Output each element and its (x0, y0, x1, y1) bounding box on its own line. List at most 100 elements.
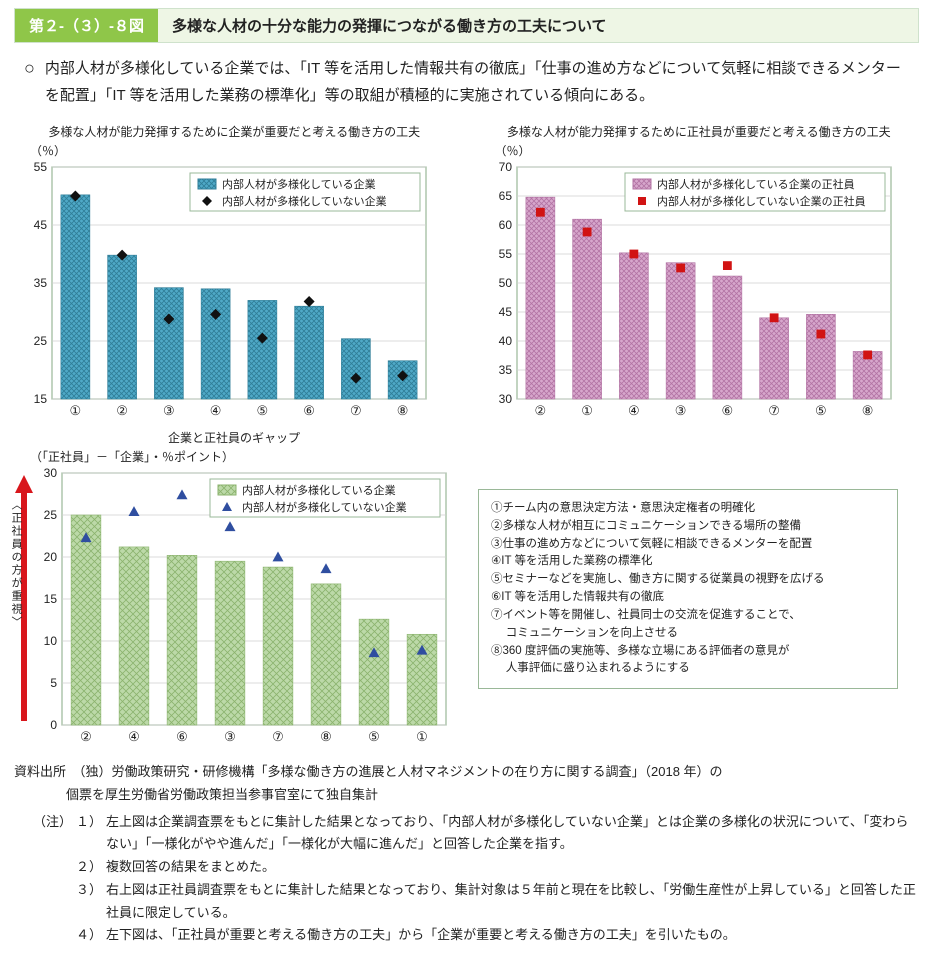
svg-text:25: 25 (34, 334, 48, 348)
svg-text:10: 10 (44, 634, 58, 648)
svg-text:55: 55 (34, 161, 48, 174)
svg-text:②: ② (80, 729, 92, 744)
item-key-6: ⑥IT 等を活用した情報共有の徹底 (491, 589, 885, 607)
note-label: （注） (14, 811, 76, 857)
note-text: 右上図は正社員調査票をもとに集計した結果となっており、集計対象は５年前と現在を比… (106, 879, 919, 925)
svg-text:②: ② (116, 403, 128, 418)
svg-text:⑤: ⑤ (368, 729, 380, 744)
svg-text:内部人材が多様化していない企業の正社員: 内部人材が多様化していない企業の正社員 (657, 194, 866, 208)
note-row: ４）左下図は、「正社員が重要と考える働き方の工夫」から「企業が重要と考える働き方… (14, 924, 919, 947)
svg-text:⑦: ⑦ (272, 729, 284, 744)
chart-gap-col: 企業と正社員のギャップ （「正社員」－「企業」・％ポイント） 〈正社員の方が重視… (14, 429, 454, 747)
chart-left-title: 多様な人材が能力発揮するために企業が重要だと考える働き方の工夫 (14, 123, 455, 140)
svg-text:30: 30 (44, 467, 58, 480)
svg-text:③: ③ (224, 729, 236, 744)
chart-gap-title: 企業と正社員のギャップ (14, 429, 454, 446)
svg-text:35: 35 (34, 276, 48, 290)
svg-text:内部人材が多様化している企業の正社員: 内部人材が多様化している企業の正社員 (657, 177, 855, 191)
item-key-7a: ⑦イベント等を開催し、社員同士の交流を促進することで、 (491, 607, 885, 625)
svg-text:30: 30 (498, 392, 512, 406)
svg-text:③: ③ (674, 403, 686, 418)
svg-text:40: 40 (498, 334, 512, 348)
svg-text:25: 25 (44, 508, 58, 522)
gap-arrow-label: 〈正社員の方が重視〉 (8, 499, 24, 629)
note-row: ３）右上図は正社員調査票をもとに集計した結果となっており、集計対象は５年前と現在… (14, 879, 919, 925)
chart-right: 30 35 40 45 50 55 60 65 70 ② ① ④ ③ ⑥ ⑦ ⑤ ⑧ 内部人材が多様化している企業… (479, 161, 899, 421)
note-number: ４） (76, 924, 106, 947)
note-text: 左下図は、「正社員が重要と考える働き方の工夫」から「企業が重要と考える働き方の工… (106, 924, 919, 947)
source-line-1: 資料出所 （独）労働政策研究・研修機構「多様な働き方の進展と人材マネジメントの在… (14, 761, 919, 784)
note-label (14, 879, 76, 925)
svg-text:5: 5 (50, 676, 57, 690)
chart-left-unit: （％） (30, 142, 455, 159)
svg-text:55: 55 (498, 247, 512, 261)
chart-gap-subtitle: （「正社員」－「企業」・％ポイント） (30, 448, 454, 465)
svg-text:60: 60 (498, 218, 512, 232)
svg-text:⑦: ⑦ (768, 403, 780, 418)
note-row: （注）１）左上図は企業調査票をもとに集計した結果となっており、「内部人材が多様化… (14, 811, 919, 857)
item-key-7b: コミュニケーションを向上させる (491, 625, 885, 643)
note-label (14, 856, 76, 879)
note-number: ３） (76, 879, 106, 925)
note-text: 複数回答の結果をまとめた。 (106, 856, 919, 879)
svg-text:⑤: ⑤ (815, 403, 827, 418)
chart-left-col: 多様な人材が能力発揮するために企業が重要だと考える働き方の工夫 （％） 15 25… (14, 123, 455, 421)
svg-text:15: 15 (44, 592, 58, 606)
note-number: ２） (76, 856, 106, 879)
chart-right-unit: （％） (495, 142, 920, 159)
figure-header: 第２-（３）-８図 多様な人材の十分な能力の発揮につながる働き方の工夫について (14, 8, 919, 43)
svg-text:③: ③ (163, 403, 175, 418)
chart-left: 15 25 35 45 55 ① ② ③ ④ ⑤ ⑥ ⑦ ⑧ 内部人材が多様化している企業内部人材が多様化… (14, 161, 434, 421)
note-label (14, 924, 76, 947)
svg-text:①: ① (416, 729, 428, 744)
item-key-box: ①チーム内の意思決定方法・意思決定権者の明確化 ②多様な人材が相互にコミュニケー… (478, 489, 898, 689)
svg-text:内部人材が多様化している企業: 内部人材が多様化している企業 (242, 483, 396, 497)
svg-text:15: 15 (34, 392, 48, 406)
chart-gap: 0 5 10 15 20 25 30 ② ④ ⑥ ③ ⑦ ⑧ ⑤ ① 内部人材が多様化している企業内部人材が多… (14, 467, 454, 747)
svg-text:①: ① (70, 403, 82, 418)
svg-text:45: 45 (34, 218, 48, 232)
svg-text:⑥: ⑥ (303, 403, 315, 418)
svg-text:⑤: ⑤ (257, 403, 269, 418)
note-text: 左上図は企業調査票をもとに集計した結果となっており、「内部人材が多様化していない… (106, 811, 919, 857)
svg-text:⑧: ⑧ (397, 403, 409, 418)
svg-text:⑦: ⑦ (350, 403, 362, 418)
svg-text:④: ④ (628, 403, 640, 418)
svg-text:⑧: ⑧ (320, 729, 332, 744)
svg-text:内部人材が多様化していない企業: 内部人材が多様化していない企業 (242, 500, 407, 514)
svg-text:50: 50 (498, 276, 512, 290)
item-key-2: ②多様な人材が相互にコミュニケーションできる場所の整備 (491, 518, 885, 536)
svg-text:内部人材が多様化している企業: 内部人材が多様化している企業 (222, 177, 376, 191)
svg-text:⑧: ⑧ (861, 403, 873, 418)
lead-paragraph: ○ 内部人材が多様化している企業では、「IT 等を活用した情報共有の徹底」「仕事… (24, 55, 909, 109)
source-block: 資料出所 （独）労働政策研究・研修機構「多様な働き方の進展と人材マネジメントの在… (14, 761, 919, 807)
svg-text:④: ④ (128, 729, 140, 744)
svg-text:45: 45 (498, 305, 512, 319)
charts-row-bottom: 企業と正社員のギャップ （「正社員」－「企業」・％ポイント） 〈正社員の方が重視… (14, 429, 919, 747)
item-key-4: ④IT 等を活用した業務の標準化 (491, 553, 885, 571)
svg-text:70: 70 (498, 161, 512, 174)
item-key-8a: ⑧360 度評価の実施等、多様な立場にある評価者の意見が (491, 643, 885, 661)
source-line-2: 個票を厚生労働省労働政策担当参事官室にて独自集計 (14, 784, 919, 807)
svg-text:0: 0 (50, 718, 57, 732)
svg-text:⑥: ⑥ (176, 729, 188, 744)
svg-text:①: ① (581, 403, 593, 418)
svg-text:65: 65 (498, 189, 512, 203)
svg-text:20: 20 (44, 550, 58, 564)
chart-right-col: 多様な人材が能力発揮するために正社員が重要だと考える働き方の工夫 （％） 303… (479, 123, 920, 421)
svg-text:②: ② (534, 403, 546, 418)
note-row: ２）複数回答の結果をまとめた。 (14, 856, 919, 879)
bullet-circle-icon: ○ (24, 55, 35, 82)
charts-row-top: 多様な人材が能力発揮するために企業が重要だと考える働き方の工夫 （％） 15 25… (14, 123, 919, 421)
figure-number-badge: 第２-（３）-８図 (15, 9, 158, 42)
svg-text:内部人材が多様化していない企業: 内部人材が多様化していない企業 (222, 194, 387, 208)
svg-text:⑥: ⑥ (721, 403, 733, 418)
notes-block: （注）１）左上図は企業調査票をもとに集計した結果となっており、「内部人材が多様化… (14, 811, 919, 948)
item-key-3: ③仕事の進め方などについて気軽に相談できるメンターを配置 (491, 536, 885, 554)
note-number: １） (76, 811, 106, 857)
svg-text:35: 35 (498, 363, 512, 377)
svg-text:④: ④ (210, 403, 222, 418)
item-key-5: ⑤セミナーなどを実施し、働き方に関する従業員の視野を広げる (491, 571, 885, 589)
item-key-8b: 人事評価に盛り込まれるようにする (491, 660, 885, 678)
figure-title: 多様な人材の十分な能力の発揮につながる働き方の工夫について (158, 9, 918, 42)
